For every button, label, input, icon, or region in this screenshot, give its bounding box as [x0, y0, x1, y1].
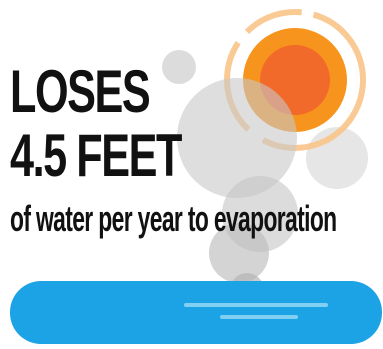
vapor-bubble — [209, 223, 269, 283]
subline: of water per year to evaporation — [10, 198, 337, 239]
vapor-bubble — [177, 78, 297, 198]
vapor-bubble — [162, 50, 196, 84]
headline-line-1: LOSES — [10, 58, 151, 125]
water-pool — [10, 281, 382, 344]
vapor-bubbles-front — [177, 78, 298, 307]
headline: LOSES 4.5 FEET — [10, 58, 182, 189]
water-ripple — [220, 315, 298, 319]
water-ripple — [184, 303, 328, 307]
water-surface — [10, 281, 382, 344]
headline-line-2: 4.5 FEET — [10, 122, 182, 189]
